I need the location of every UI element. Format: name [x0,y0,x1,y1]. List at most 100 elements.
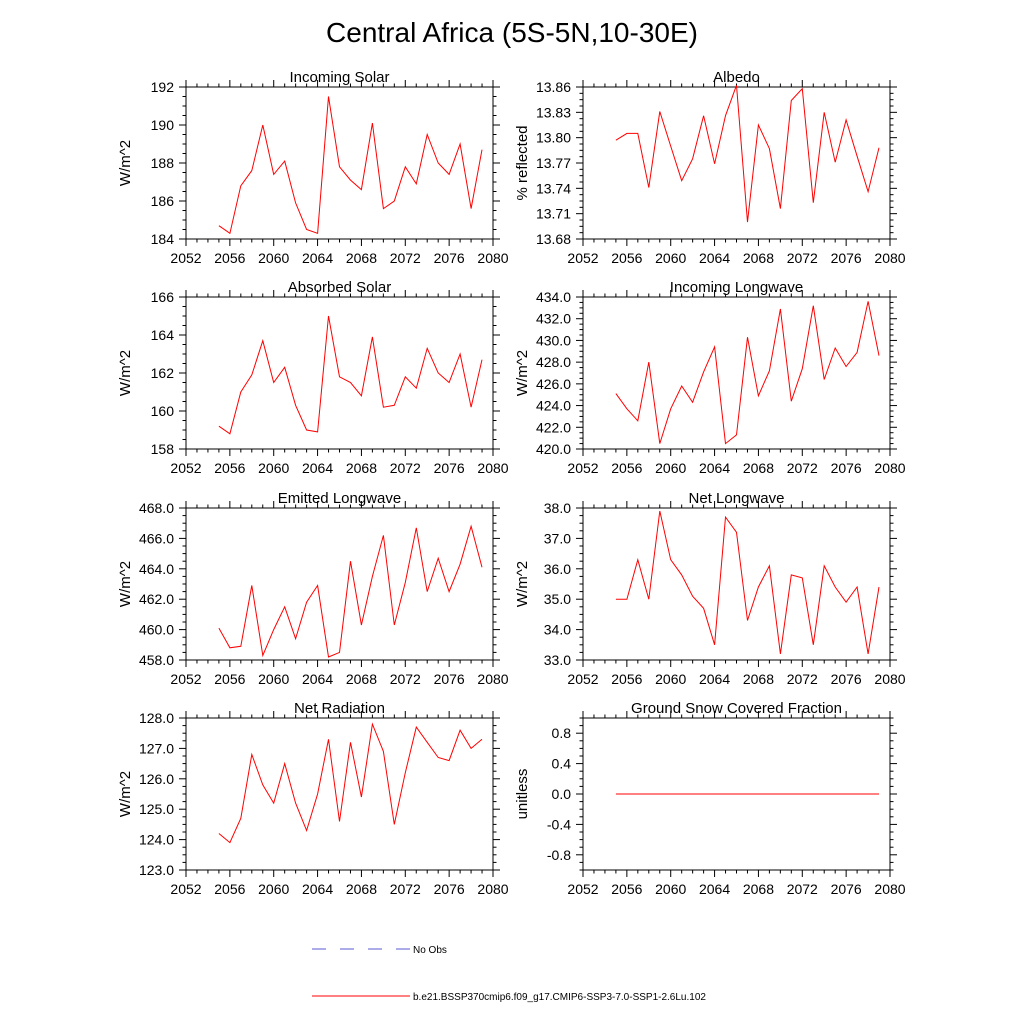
net-radiation-ytick-label: 128.0 [139,710,174,726]
emitted-longwave-ytick-label: 464.0 [139,561,174,577]
net-radiation-xtick-label: 2056 [214,881,245,897]
net-radiation-xtick-label: 2052 [170,881,201,897]
emitted-longwave-title: Emitted Longwave [278,490,401,507]
net-radiation-xtick-label: 2064 [302,881,333,897]
net-longwave-xtick-label: 2076 [831,671,862,687]
ground-snow-covered-fraction-ytick-label: 0.0 [552,786,572,802]
albedo-frame [582,86,891,240]
emitted-longwave-ytick-label: 466.0 [139,530,174,546]
incoming-longwave-xtick-label: 2072 [787,460,818,476]
albedo-ytick-label: 13.68 [536,231,571,247]
panel-incoming-longwave: Incoming Longwave W/m^2 2052 2056 2060 2064 20… [514,279,906,476]
absorbed-solar-ytick-label: 158 [151,441,175,457]
net-radiation-xtick-label: 2068 [346,881,377,897]
net-radiation-xtick-label: 2072 [390,881,421,897]
incoming-solar-ytick-label: 192 [151,79,175,95]
absorbed-solar-xtick-label: 2080 [477,460,508,476]
panel-absorbed-solar: Absorbed Solar W/m^2 2052 2056 2060 2064 2068 2… [117,279,509,476]
net-longwave-ytick-label: 35.0 [544,591,571,607]
absorbed-solar-xtick-label: 2056 [214,460,245,476]
emitted-longwave-ytick-label: 462.0 [139,591,174,607]
ground-snow-covered-fraction-title: Ground Snow Covered Fraction [631,700,842,717]
albedo-xtick-label: 2068 [743,250,774,266]
ground-snow-covered-fraction-xtick-label: 2064 [699,881,730,897]
incoming-solar-xtick-label: 2060 [258,250,289,266]
net-radiation-xtick-label: 2080 [477,881,508,897]
ground-snow-covered-fraction-xtick-label: 2080 [874,881,905,897]
albedo-title: Albedo [713,69,760,86]
net-longwave-ytick-label: 36.0 [544,561,571,577]
net-longwave-xtick-label: 2068 [743,671,774,687]
panel-incoming-solar: Incoming Solar W/m^2 2052 2056 2060 2064 2068 2… [117,69,509,266]
net-radiation-title: Net Radiation [294,700,385,717]
incoming-longwave-series-line [615,301,880,445]
absorbed-solar-series-line [218,315,483,435]
ground-snow-covered-fraction-ytick-label: 0.4 [552,756,572,772]
net-radiation-ytick-label: 126.0 [139,771,174,787]
net-longwave-ytick-label: 33.0 [544,652,571,668]
albedo-ylabel: % reflected [514,125,531,200]
albedo-ytick-label: 13.80 [536,130,571,146]
net-longwave-xtick-label: 2060 [655,671,686,687]
absorbed-solar-ytick-label: 166 [151,289,175,305]
panel-ground-snow-covered-fraction: Ground Snow Covered Fraction unitless 2052… [514,700,906,897]
incoming-longwave-ytick-label: 428.0 [536,354,571,370]
incoming-longwave-title: Incoming Longwave [670,279,803,296]
incoming-longwave-xtick-label: 2076 [831,460,862,476]
net-radiation-ytick-label: 127.0 [139,740,174,756]
absorbed-solar-ylabel: W/m^2 [117,350,134,396]
incoming-longwave-xtick-label: 2060 [655,460,686,476]
net-longwave-xtick-label: 2072 [787,671,818,687]
incoming-longwave-xtick-label: 2052 [567,460,598,476]
emitted-longwave-xtick-label: 2080 [477,671,508,687]
figure-title: Central Africa (5S-5N,10-30E) [326,17,698,48]
incoming-longwave-ytick-label: 430.0 [536,332,571,348]
absorbed-solar-xtick-label: 2064 [302,460,333,476]
albedo-xtick-label: 2056 [611,250,642,266]
panels: Incoming Solar W/m^2 2052 2056 2060 2064 2068 2… [117,69,906,897]
incoming-solar-xtick-label: 2068 [346,250,377,266]
emitted-longwave-ylabel: W/m^2 [117,561,134,607]
incoming-solar-xtick-label: 2080 [477,250,508,266]
net-longwave-xtick-label: 2056 [611,671,642,687]
ground-snow-covered-fraction-ytick-label: 0.8 [552,725,572,741]
incoming-solar-ytick-label: 184 [151,231,175,247]
ground-snow-covered-fraction-xtick-label: 2072 [787,881,818,897]
emitted-longwave-ytick-label: 458.0 [139,652,174,668]
legend-model-label: b.e21.BSSP370cmip6.f09_g17.CMIP6-SSP3-7.… [413,992,706,1003]
incoming-longwave-xtick-label: 2064 [699,460,730,476]
emitted-longwave-series-line [218,524,483,658]
incoming-longwave-ylabel: W/m^2 [514,350,531,396]
incoming-longwave-ytick-label: 432.0 [536,311,571,327]
incoming-longwave-ytick-label: 422.0 [536,419,571,435]
panel-net-longwave: Net Longwave W/m^2 2052 2056 2060 2064 2068 207… [514,490,906,687]
absorbed-solar-ytick-label: 162 [151,365,175,381]
incoming-solar-xtick-label: 2052 [170,250,201,266]
emitted-longwave-xtick-label: 2060 [258,671,289,687]
absorbed-solar-xtick-label: 2060 [258,460,289,476]
net-radiation-series-line [218,722,483,844]
net-longwave-xtick-label: 2052 [567,671,598,687]
incoming-solar-ytick-label: 190 [151,117,175,133]
legend: No Obs b.e21.BSSP370cmip6.f09_g17.CMIP6-… [312,945,706,1003]
incoming-longwave-xtick-label: 2068 [743,460,774,476]
incoming-longwave-ytick-label: 434.0 [536,289,571,305]
incoming-solar-ytick-label: 186 [151,193,175,209]
net-radiation-xtick-label: 2076 [434,881,465,897]
albedo-xtick-label: 2052 [567,250,598,266]
incoming-longwave-xtick-label: 2056 [611,460,642,476]
emitted-longwave-xtick-label: 2064 [302,671,333,687]
ground-snow-covered-fraction-ytick-label: -0.4 [547,816,571,832]
ground-snow-covered-fraction-xtick-label: 2076 [831,881,862,897]
net-radiation-ytick-label: 123.0 [139,862,174,878]
net-longwave-ytick-label: 34.0 [544,622,571,638]
emitted-longwave-ytick-label: 468.0 [139,500,174,516]
incoming-longwave-ytick-label: 426.0 [536,376,571,392]
incoming-solar-xtick-label: 2064 [302,250,333,266]
net-radiation-frame [185,717,494,871]
incoming-solar-xtick-label: 2056 [214,250,245,266]
absorbed-solar-ytick-label: 160 [151,403,175,419]
ground-snow-covered-fraction-ytick-label: -0.8 [547,847,571,863]
albedo-xtick-label: 2064 [699,250,730,266]
